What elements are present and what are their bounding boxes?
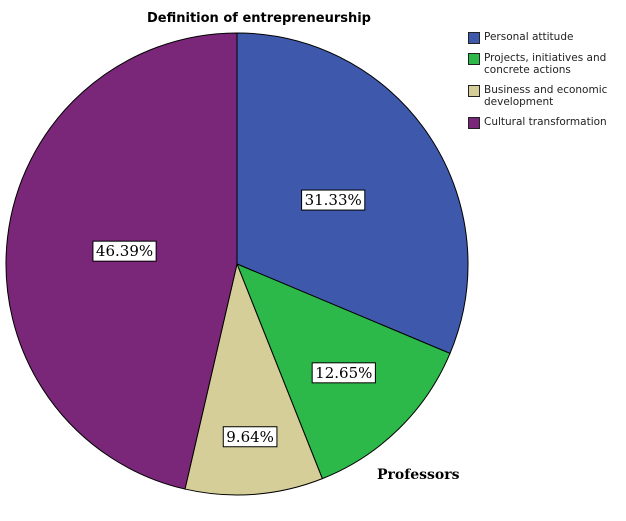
data-label-text: 46.39% — [96, 242, 153, 260]
pie-slice — [184, 262, 324, 496]
data-label: 12.65% — [311, 362, 376, 384]
data-label-text: 9.64% — [226, 428, 274, 446]
legend-item: Business and economic development — [468, 84, 618, 108]
chart-subtitle: Professors — [377, 467, 460, 483]
legend-item: Cultural transformation — [468, 116, 618, 129]
data-label-box — [92, 240, 157, 262]
legend-swatch — [468, 85, 480, 97]
legend-swatch — [468, 32, 480, 44]
legend-label: Business and economic development — [484, 84, 608, 108]
data-label: 46.39% — [92, 240, 157, 262]
data-label-box — [222, 426, 278, 448]
legend-label: Projects, initiatives and concrete actio… — [484, 52, 607, 76]
data-label-text: 31.33% — [305, 191, 362, 209]
data-label-box — [311, 362, 376, 384]
legend-item: Personal attitude — [468, 31, 618, 44]
legend-swatch — [468, 117, 480, 129]
chart-title: Definition of entrepreneurship — [0, 11, 626, 26]
legend: Personal attitude Projects, initiatives … — [468, 31, 618, 137]
data-label-text: 12.65% — [315, 364, 372, 382]
chart-title-text: Definition of entrepreneurship — [147, 11, 371, 26]
legend-item: Projects, initiatives and concrete actio… — [468, 52, 618, 76]
legend-label: Personal attitude — [484, 31, 574, 43]
data-label: 31.33% — [301, 189, 366, 211]
data-label: 9.64% — [222, 426, 278, 448]
data-label-box — [301, 189, 366, 211]
legend-swatch — [468, 53, 480, 65]
legend-label: Cultural transformation — [484, 116, 607, 128]
